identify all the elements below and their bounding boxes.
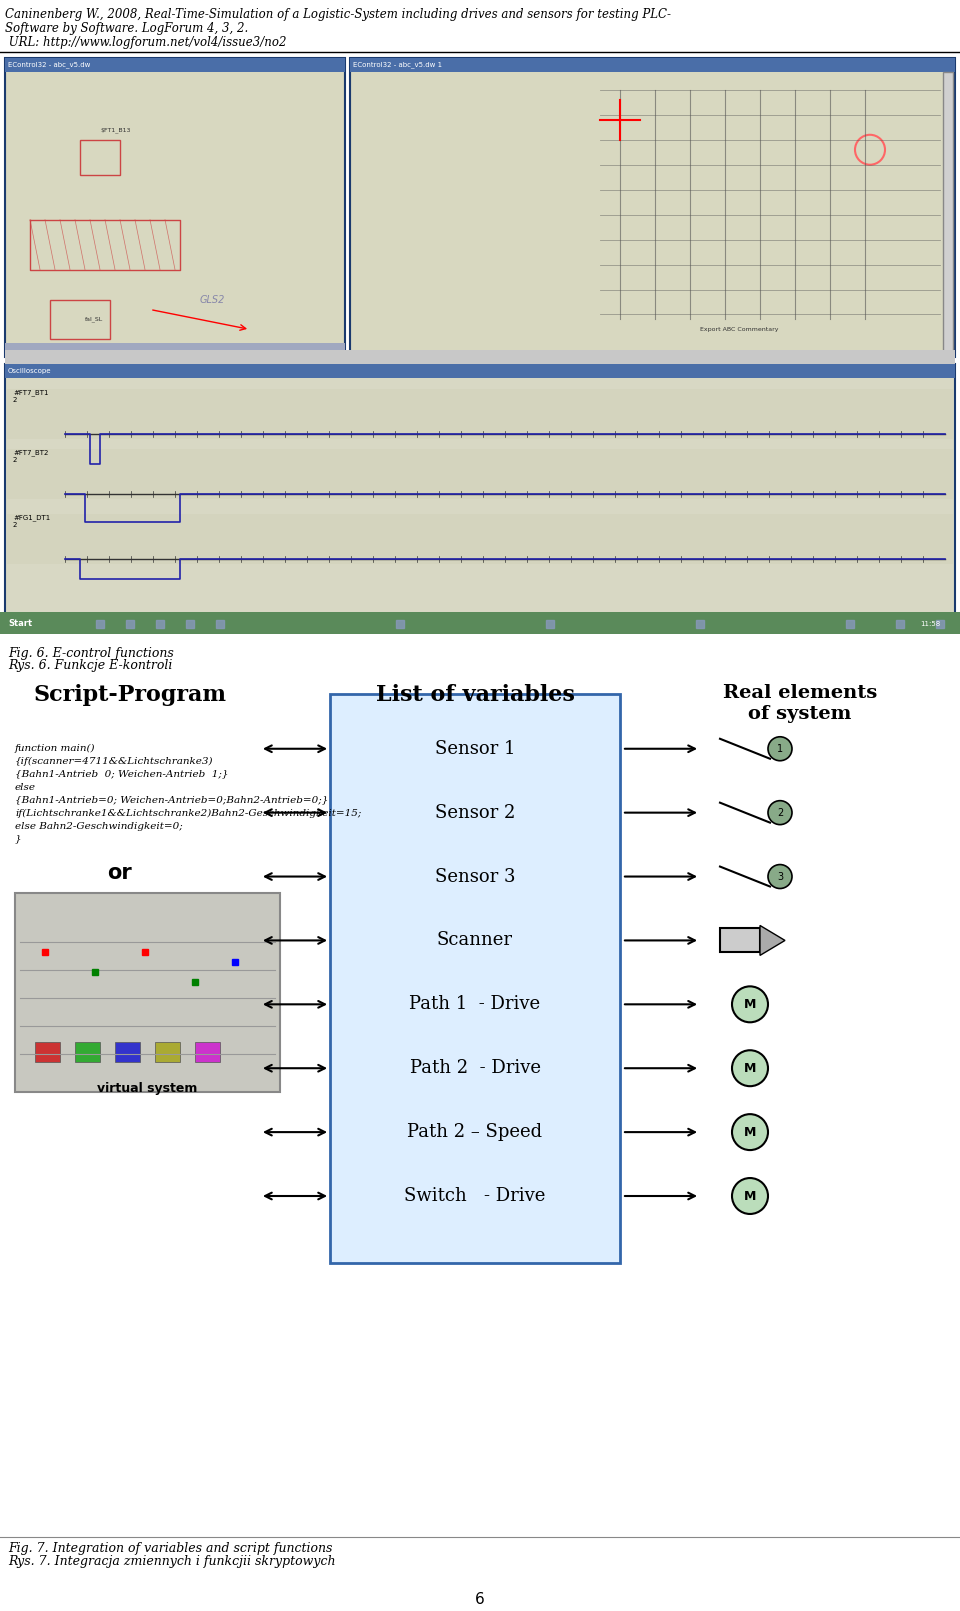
Bar: [15, 892, 280, 1092]
Bar: [720, 928, 760, 952]
Text: Sensor 2: Sensor 2: [435, 804, 516, 822]
Text: #FG1_DT1
2: #FG1_DT1 2: [13, 514, 50, 528]
Text: fal_SL: fal_SL: [85, 317, 104, 322]
Circle shape: [732, 1178, 768, 1215]
Bar: [195, 1042, 220, 1062]
Bar: [350, 58, 955, 72]
Text: Software by Software. LogForum 4, 3, 2.: Software by Software. LogForum 4, 3, 2.: [5, 23, 249, 35]
Text: Scanner: Scanner: [437, 931, 513, 949]
Text: 6: 6: [475, 1592, 485, 1608]
Bar: [115, 1042, 140, 1062]
Text: Real elements
of system: Real elements of system: [723, 683, 877, 723]
Text: function main(): function main(): [15, 744, 95, 752]
Text: M: M: [744, 1126, 756, 1139]
Text: Fig. 7. Integration of variables and script functions: Fig. 7. Integration of variables and scr…: [8, 1542, 332, 1556]
Text: virtual system: virtual system: [97, 1083, 197, 1095]
Bar: [7, 449, 953, 499]
Text: 3: 3: [777, 872, 783, 881]
Text: M: M: [744, 1062, 756, 1075]
Text: Fig. 6. E-control functions: Fig. 6. E-control functions: [8, 648, 174, 661]
Bar: [5, 343, 345, 358]
Text: if(Lichtschranke1&&Lichtschranke2)Bahn2-Geschwindigkeit=15;: if(Lichtschranke1&&Lichtschranke2)Bahn2-…: [15, 809, 361, 818]
Text: Sensor 1: Sensor 1: [435, 739, 516, 757]
Text: Path 2 – Speed: Path 2 – Speed: [407, 1123, 542, 1141]
Bar: [352, 72, 953, 356]
Circle shape: [768, 801, 792, 825]
Polygon shape: [760, 925, 785, 955]
Text: {if(scanner=4711&&Lichtschranke3): {if(scanner=4711&&Lichtschranke3): [15, 757, 213, 765]
Text: Rys. 6. Funkcje E-kontroli: Rys. 6. Funkcje E-kontroli: [8, 659, 173, 672]
Text: List of variables: List of variables: [375, 683, 574, 706]
Bar: [155, 1042, 180, 1062]
Text: URL: http://www.logforum.net/vol4/issue3/no2: URL: http://www.logforum.net/vol4/issue3…: [5, 35, 286, 48]
Bar: [7, 390, 953, 440]
Bar: [35, 1042, 60, 1062]
Text: {Bahn1-Antrieb=0; Weichen-Antrieb=0;Bahn2-Antrieb=0;}: {Bahn1-Antrieb=0; Weichen-Antrieb=0;Bahn…: [15, 796, 328, 804]
Text: }: }: [15, 834, 22, 844]
Bar: [7, 514, 953, 564]
Text: 1: 1: [777, 744, 783, 754]
Bar: [7, 72, 343, 356]
Bar: [943, 72, 953, 356]
Text: Caninenberg W., 2008, Real-Time-Simulation of a Logistic-System including drives: Caninenberg W., 2008, Real-Time-Simulati…: [5, 8, 671, 21]
Circle shape: [732, 986, 768, 1023]
Text: else Bahn2-Geschwindigkeit=0;: else Bahn2-Geschwindigkeit=0;: [15, 822, 182, 831]
Text: #FT7_BT2
2: #FT7_BT2 2: [13, 449, 48, 462]
Bar: [330, 694, 620, 1263]
Text: Switch   - Drive: Switch - Drive: [404, 1187, 545, 1205]
Circle shape: [732, 1050, 768, 1086]
Text: GLS2: GLS2: [200, 295, 226, 304]
Text: else: else: [15, 783, 36, 791]
Bar: [5, 58, 345, 72]
Circle shape: [732, 1115, 768, 1150]
Bar: [50, 300, 110, 340]
Text: EControl32 - abc_v5.dw 1: EControl32 - abc_v5.dw 1: [353, 61, 443, 68]
Text: 2: 2: [777, 807, 783, 818]
Text: Script-Program: Script-Program: [34, 683, 227, 706]
Text: Path 1  - Drive: Path 1 - Drive: [409, 996, 540, 1013]
Text: M: M: [744, 997, 756, 1010]
Text: Start: Start: [8, 620, 32, 628]
Bar: [80, 140, 120, 174]
Text: Sensor 3: Sensor 3: [435, 868, 516, 886]
Text: EControl32 - abc_v5.dw: EControl32 - abc_v5.dw: [8, 61, 90, 68]
Text: {Bahn1-Antrieb  0; Weichen-Antrieb  1;}: {Bahn1-Antrieb 0; Weichen-Antrieb 1;}: [15, 770, 228, 778]
Text: or: or: [108, 862, 132, 883]
Text: $FT1_B13: $FT1_B13: [100, 127, 131, 132]
Circle shape: [768, 736, 792, 760]
Text: Rys. 7. Integracja zmiennych i funkcjii skryptowych: Rys. 7. Integracja zmiennych i funkcjii …: [8, 1555, 335, 1569]
Text: Export ABC Commentary: Export ABC Commentary: [700, 327, 779, 332]
Text: 11:58: 11:58: [920, 620, 940, 627]
Bar: [75, 1042, 100, 1062]
Circle shape: [768, 865, 792, 889]
Text: M: M: [744, 1189, 756, 1202]
Text: Path 2  - Drive: Path 2 - Drive: [410, 1058, 540, 1078]
Bar: [5, 364, 955, 628]
Bar: [5, 364, 955, 379]
Bar: [5, 58, 345, 358]
Text: #FT7_BT1
2: #FT7_BT1 2: [13, 390, 49, 403]
Bar: [350, 58, 955, 358]
Bar: [0, 612, 960, 635]
Text: Oscilloscope: Oscilloscope: [8, 369, 52, 374]
Bar: [5, 351, 955, 364]
